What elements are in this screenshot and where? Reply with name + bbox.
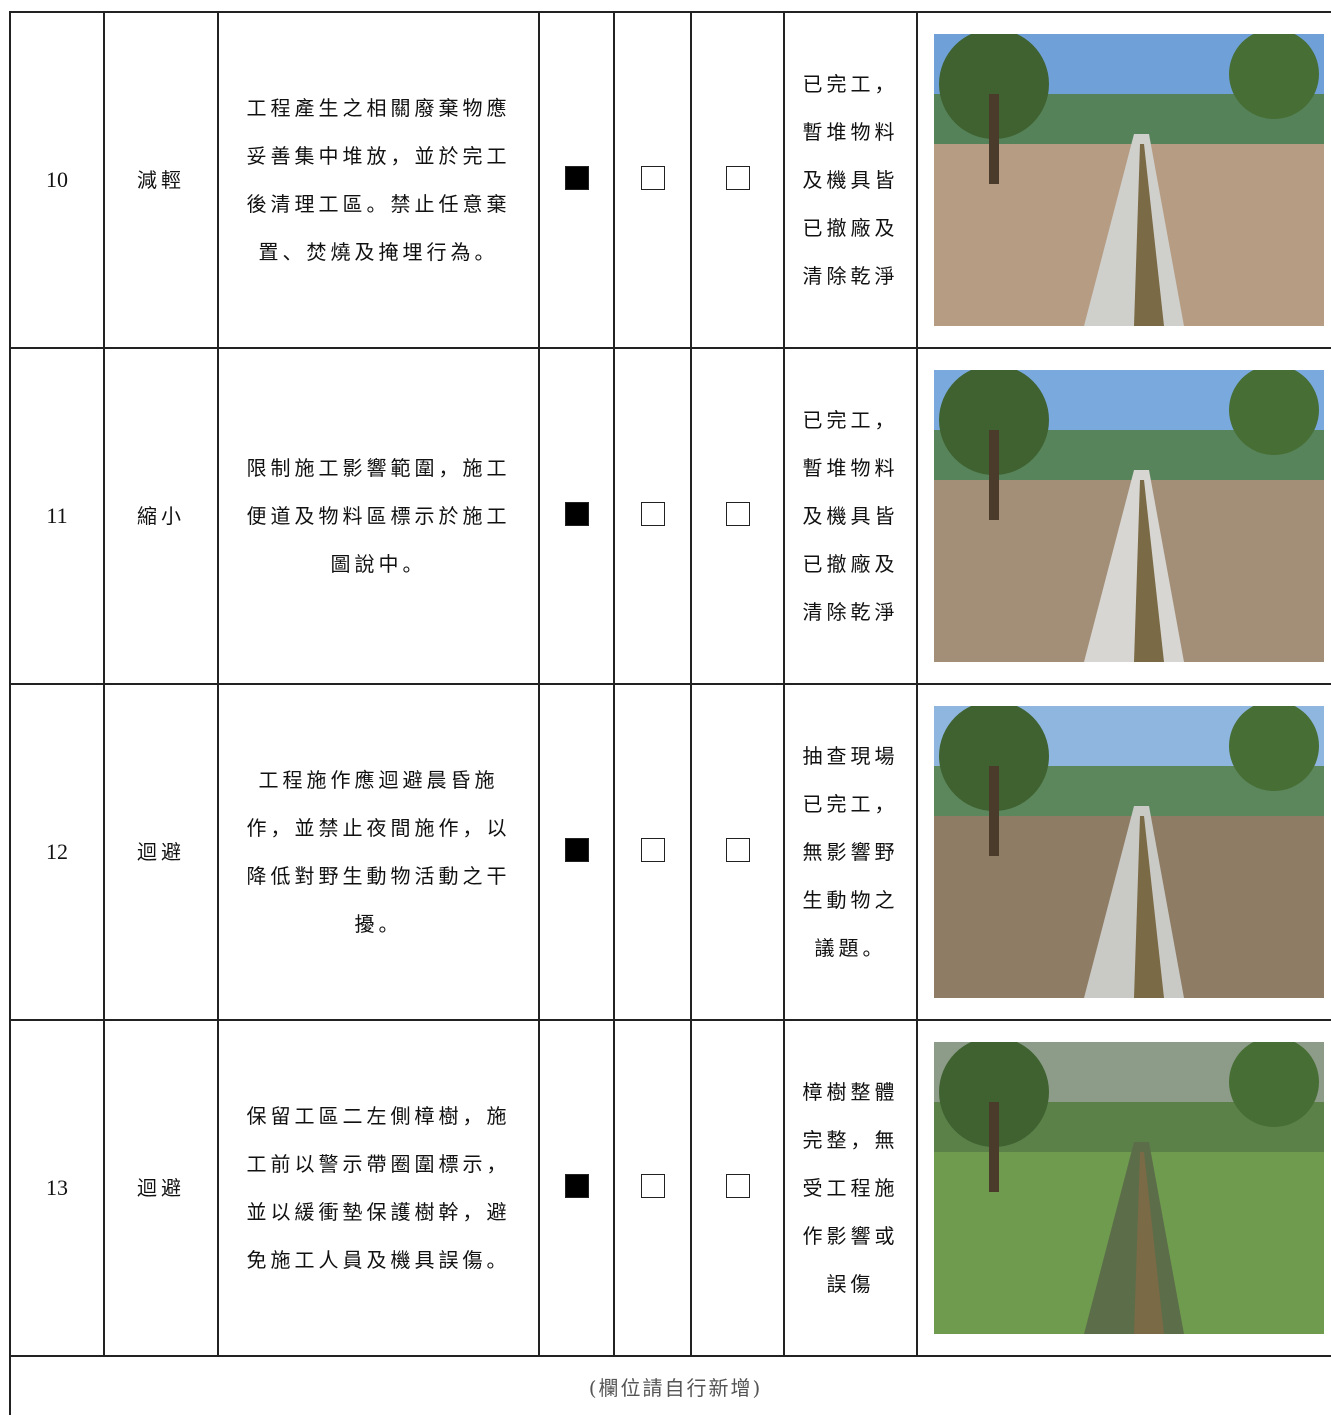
checkbox	[640, 501, 665, 526]
site-photo	[933, 370, 1324, 662]
checkbox	[640, 1173, 665, 1198]
cell-check	[690, 11, 785, 349]
site-photo	[933, 706, 1324, 998]
cell-strategy: 迴避	[103, 683, 219, 1021]
cell-check	[538, 683, 615, 1021]
measure-text: 保留工區二左側樟樹，施工前以警示帶圈圍標示，並以緩衝墊保護樹幹，避免施工人員及機…	[246, 1104, 511, 1272]
result-text: 樟樹整體完整，無受工程施作影響或誤傷	[802, 1080, 899, 1296]
checkbox	[564, 837, 589, 862]
checkbox	[640, 165, 665, 190]
table-row: 12 迴避 工程施作應迴避晨昏施作，並禁止夜間施作，以降低對野生動物活動之干擾。 抽查…	[9, 683, 1331, 1021]
cell-result: 已完工，暫堆物料及機具皆已撤廠及清除乾淨	[783, 11, 918, 349]
site-photo	[933, 34, 1324, 326]
cell-result: 樟樹整體完整，無受工程施作影響或誤傷	[783, 1019, 918, 1357]
cell-check	[613, 347, 692, 685]
cell-check	[613, 1019, 692, 1357]
result-text: 已完工，暫堆物料及機具皆已撤廠及清除乾淨	[802, 72, 899, 288]
table-row: 13 迴避 保留工區二左側樟樹，施工前以警示帶圈圍標示，並以緩衝墊保護樹幹，避免施工…	[9, 1019, 1331, 1357]
cell-number: 12	[9, 683, 105, 1021]
number: 10	[46, 167, 68, 192]
table-body: 10 減輕 工程產生之相關廢棄物應妥善集中堆放，並於完工後清理工區。禁止任意棄置、焚…	[9, 11, 1331, 1415]
footer-note: (欄位請自行新增)	[588, 1375, 763, 1400]
checkbox	[725, 501, 750, 526]
result-text: 抽查現場已完工，無影響野生動物之議題。	[802, 744, 899, 960]
table-row: 11 縮小 限制施工影響範圍，施工便道及物料區標示於施工圖說中。 已完工，暫堆物料及機…	[9, 347, 1331, 685]
cell-result: 抽查現場已完工，無影響野生動物之議題。	[783, 683, 918, 1021]
cell-check	[613, 683, 692, 1021]
number: 11	[46, 503, 68, 528]
table-row: 10 減輕 工程產生之相關廢棄物應妥善集中堆放，並於完工後清理工區。禁止任意棄置、焚…	[9, 11, 1331, 349]
cell-check	[690, 1019, 785, 1357]
cell-number: 10	[9, 11, 105, 349]
checkbox	[564, 165, 589, 190]
cell-photo	[916, 683, 1331, 1021]
cell-check	[690, 347, 785, 685]
cell-measure: 工程產生之相關廢棄物應妥善集中堆放，並於完工後清理工區。禁止任意棄置、焚燒及掩埋…	[217, 11, 540, 349]
strategy: 迴避	[137, 1176, 185, 1200]
strategy: 減輕	[137, 168, 185, 192]
checkbox	[564, 501, 589, 526]
measure-text: 工程產生之相關廢棄物應妥善集中堆放，並於完工後清理工區。禁止任意棄置、焚燒及掩埋…	[246, 96, 511, 264]
number: 13	[46, 1175, 68, 1200]
cell-number: 13	[9, 1019, 105, 1357]
checkbox	[725, 837, 750, 862]
measure-text: 限制施工影響範圍，施工便道及物料區標示於施工圖說中。	[246, 456, 511, 576]
cell-check	[538, 11, 615, 349]
checklist-table: 10 減輕 工程產生之相關廢棄物應妥善集中堆放，並於完工後清理工區。禁止任意棄置、焚…	[9, 11, 1331, 1415]
checkbox	[640, 837, 665, 862]
site-photo	[933, 1042, 1324, 1334]
cell-result: 已完工，暫堆物料及機具皆已撤廠及清除乾淨	[783, 347, 918, 685]
cell-check	[538, 347, 615, 685]
cell-strategy: 縮小	[103, 347, 219, 685]
cell-photo	[916, 11, 1331, 349]
cell-measure: 保留工區二左側樟樹，施工前以警示帶圈圍標示，並以緩衝墊保護樹幹，避免施工人員及機…	[217, 1019, 540, 1357]
footer-row: (欄位請自行新增)	[9, 1355, 1331, 1415]
cell-check	[613, 11, 692, 349]
cell-number: 11	[9, 347, 105, 685]
cell-measure: 工程施作應迴避晨昏施作，並禁止夜間施作，以降低對野生動物活動之干擾。	[217, 683, 540, 1021]
cell-strategy: 減輕	[103, 11, 219, 349]
cell-check	[690, 683, 785, 1021]
checkbox	[564, 1173, 589, 1198]
strategy: 縮小	[137, 504, 185, 528]
footer-cell: (欄位請自行新增)	[9, 1355, 1331, 1415]
cell-photo	[916, 347, 1331, 685]
result-text: 已完工，暫堆物料及機具皆已撤廠及清除乾淨	[802, 408, 899, 624]
measure-text: 工程施作應迴避晨昏施作，並禁止夜間施作，以降低對野生動物活動之干擾。	[246, 768, 511, 936]
checkbox	[725, 1173, 750, 1198]
cell-strategy: 迴避	[103, 1019, 219, 1357]
cell-photo	[916, 1019, 1331, 1357]
number: 12	[46, 839, 68, 864]
checkbox	[725, 165, 750, 190]
strategy: 迴避	[137, 840, 185, 864]
cell-measure: 限制施工影響範圍，施工便道及物料區標示於施工圖說中。	[217, 347, 540, 685]
cell-check	[538, 1019, 615, 1357]
